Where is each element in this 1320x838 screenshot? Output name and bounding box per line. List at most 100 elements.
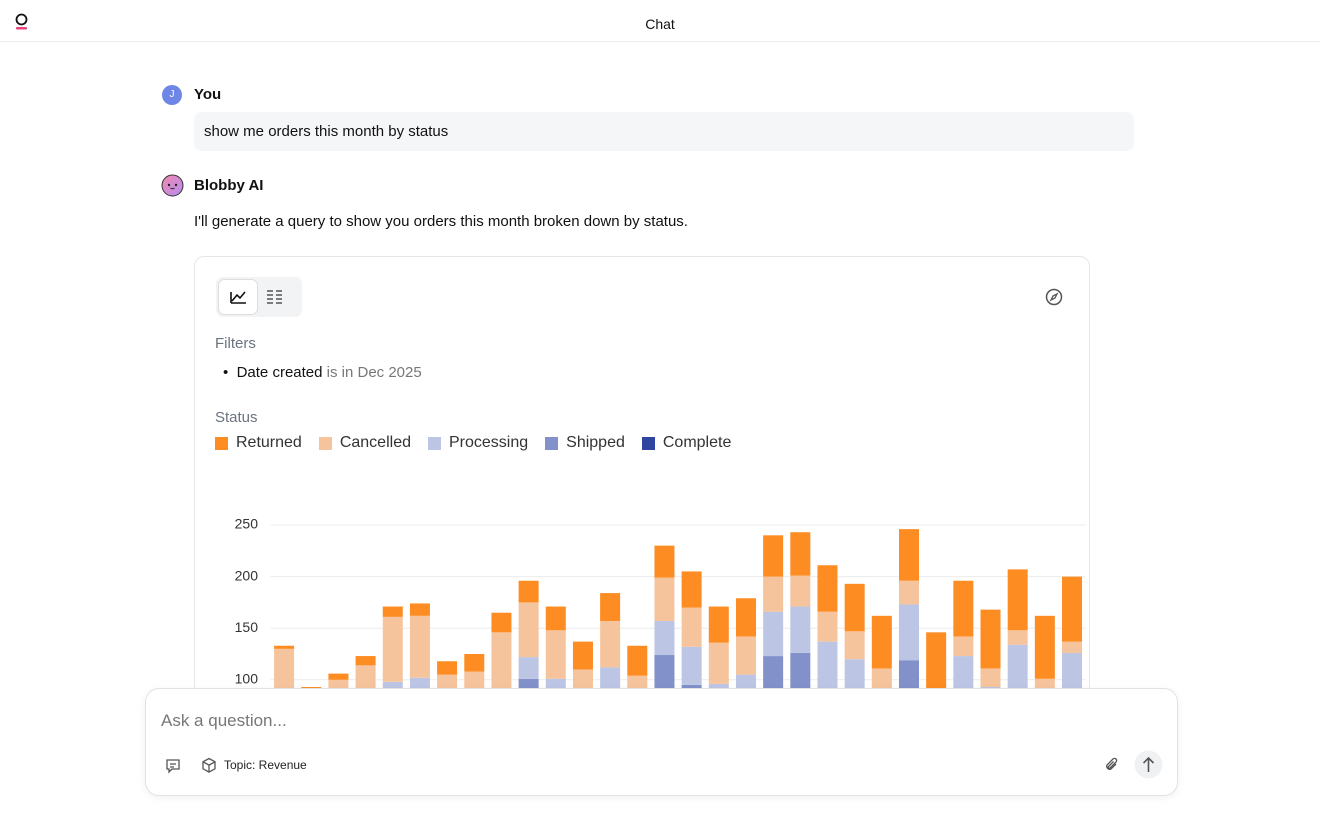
legend-swatch — [641, 436, 655, 450]
legend-swatch — [215, 436, 228, 450]
header-title: Chat — [645, 16, 675, 32]
bar-segment — [898, 529, 919, 581]
bar-segment — [545, 630, 566, 679]
message-text: I'll generate a query to show you orders… — [194, 213, 688, 230]
bar-segment — [844, 631, 865, 660]
legend-label: Processing — [448, 434, 529, 451]
bar-segment — [572, 641, 593, 670]
bar-segment — [817, 565, 838, 612]
bar-segment — [654, 620, 675, 656]
y-tick-label: 100 — [235, 671, 259, 687]
view-toggle — [216, 277, 302, 317]
bar-segment — [274, 645, 295, 649]
y-tick-label: 200 — [235, 567, 259, 583]
legend-label: Shipped — [566, 434, 625, 451]
bar-segment — [409, 615, 430, 678]
bar-segment — [1034, 615, 1055, 679]
user-avatar: J — [162, 85, 182, 105]
chart-view-button[interactable] — [218, 279, 258, 315]
bar-segment — [545, 678, 566, 688]
bar-segment — [708, 683, 729, 688]
bar-segment — [355, 656, 376, 666]
filter-field: Date created — [236, 364, 323, 381]
bar-segment — [980, 687, 1001, 688]
legend: Returned Cancelled Processing Shipped Comple… — [215, 434, 748, 455]
legend-title: Status — [215, 409, 258, 426]
bar-segment — [980, 668, 1001, 688]
bar-segment — [409, 603, 430, 616]
bar-segment — [898, 604, 919, 661]
chat-thread: J You show me orders this month by statu… — [0, 42, 1320, 688]
bar-segment — [681, 607, 702, 647]
ai-avatar — [161, 174, 184, 197]
y-tick-label: 250 — [235, 516, 259, 532]
bar-segment — [844, 583, 865, 632]
bar-segment — [409, 677, 430, 688]
bar-segment — [572, 669, 593, 688]
composer-input[interactable]: Ask a question... — [161, 711, 287, 730]
new-chat-button[interactable] — [165, 758, 181, 774]
composer: Ask a question... Topic: Revenue — [145, 688, 1178, 796]
bar-segment — [328, 673, 349, 680]
bar-segment — [790, 652, 811, 688]
bar-segment — [518, 602, 539, 658]
bar-segment — [735, 598, 756, 637]
send-button[interactable] — [1134, 750, 1163, 779]
explore-button[interactable] — [1045, 288, 1063, 306]
bar-segment — [953, 656, 974, 688]
bar-segment — [681, 646, 702, 685]
bar-segment — [274, 648, 295, 688]
bar-segment — [681, 684, 702, 688]
bar-segment — [926, 632, 947, 688]
bar-segment — [871, 615, 892, 669]
bar-segment — [1007, 630, 1028, 645]
bar-segment — [355, 665, 376, 688]
bar-segment — [328, 679, 349, 688]
bar-segment — [600, 667, 621, 688]
legend-item[interactable]: Processing — [427, 434, 529, 452]
bar-segment — [382, 681, 403, 688]
bar-segment — [763, 611, 784, 657]
table-view-button[interactable] — [266, 289, 284, 305]
bar-segment — [735, 636, 756, 675]
bar-segment — [1007, 644, 1028, 688]
bar-segment — [654, 577, 675, 621]
topic-selector[interactable]: Topic: Revenue — [224, 758, 307, 772]
legend-item[interactable]: Shipped — [545, 434, 625, 452]
bar-segment — [464, 671, 485, 688]
bar-segment — [382, 616, 403, 682]
bar-segment — [953, 636, 974, 657]
bar-segment — [1062, 652, 1083, 688]
legend-item[interactable]: Returned — [215, 434, 302, 452]
y-tick-label: 150 — [235, 619, 259, 635]
message-text: show me orders this month by status — [204, 123, 449, 140]
filter-condition: is in Dec 2025 — [326, 364, 422, 381]
legend-label: Cancelled — [339, 434, 411, 451]
bar-segment — [817, 611, 838, 642]
bar-segment — [898, 660, 919, 688]
bar-segment — [600, 593, 621, 621]
bar-segment — [491, 632, 512, 688]
legend-item[interactable]: Cancelled — [318, 434, 411, 452]
legend-swatch — [545, 436, 559, 450]
bar-segment — [763, 535, 784, 577]
bar-segment — [518, 678, 539, 688]
bar-segment — [437, 661, 458, 675]
bar-segment — [491, 612, 512, 633]
bar-segment — [763, 656, 784, 688]
result-card: Filters • Date created is in Dec 2025 St… — [194, 256, 1090, 688]
bar-segment — [518, 657, 539, 679]
bar-segment — [437, 674, 458, 688]
logo[interactable] — [13, 12, 31, 32]
chart: 050100150200250 — [235, 516, 1086, 688]
bar-segment — [980, 609, 1001, 669]
bar-segment — [898, 580, 919, 605]
header: Chat — [0, 0, 1320, 42]
bar-segment — [545, 606, 566, 631]
legend-swatch — [427, 436, 441, 450]
topic-icon — [202, 757, 216, 773]
attach-button[interactable] — [1103, 756, 1121, 774]
bar-segment — [763, 576, 784, 612]
legend-item[interactable]: Complete — [641, 434, 731, 452]
